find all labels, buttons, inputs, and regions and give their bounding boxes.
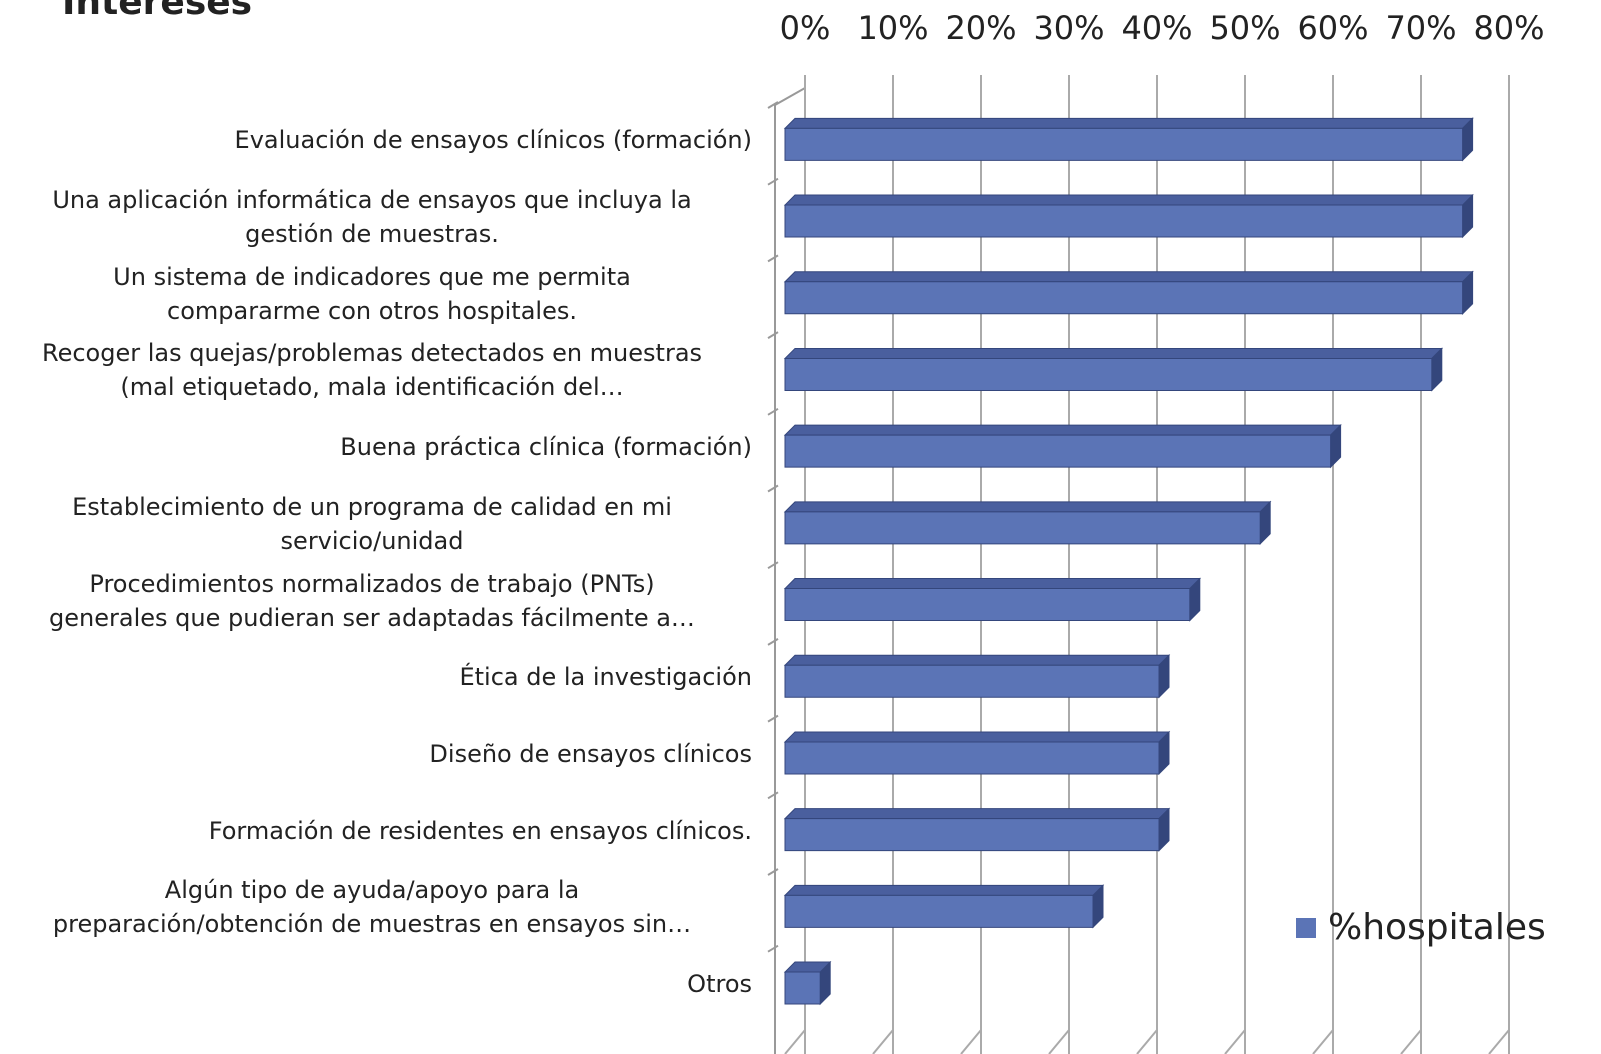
category-label: Un sistema de indicadores que me permita… — [113, 262, 631, 325]
grid-floor — [1400, 1029, 1422, 1054]
bar-top — [783, 501, 1272, 513]
grid-floor — [784, 1029, 806, 1054]
y-tick — [767, 331, 779, 339]
bar — [783, 193, 1474, 239]
bar — [783, 884, 1105, 929]
bar-top — [783, 194, 1474, 206]
y-tick — [767, 714, 779, 723]
grid-floor — [872, 1029, 894, 1054]
bar-top — [783, 117, 1474, 129]
bar — [783, 654, 1171, 699]
grid-floor — [1048, 1029, 1070, 1054]
bar-top — [783, 731, 1171, 743]
category-label: Establecimiento de un programa de calida… — [72, 492, 672, 555]
bar-front — [784, 204, 1464, 238]
category-label: Buena práctica clínica (formación) — [340, 433, 752, 462]
bar-front — [784, 281, 1464, 315]
legend-label: %hospitales — [1328, 907, 1546, 948]
bar-top — [783, 347, 1444, 359]
bar-front — [784, 664, 1160, 698]
wall-top — [774, 87, 806, 106]
bar-front — [784, 894, 1094, 928]
bar — [783, 117, 1474, 162]
y-tick — [767, 561, 779, 570]
category-label: Algún tipo de ayuda/apoyo para la prepar… — [52, 876, 692, 939]
bar — [783, 960, 832, 1006]
y-tick — [767, 101, 779, 109]
grid-floor — [960, 1029, 982, 1054]
category-label: Diseño de ensayos clínicos — [429, 739, 752, 768]
y-tick — [767, 944, 779, 953]
x-tick-label: 40% — [1121, 9, 1192, 47]
bar-front — [784, 357, 1433, 391]
category-label: Procedimientos normalizados de trabajo (… — [49, 569, 695, 632]
bar-top — [783, 654, 1171, 666]
y-tick — [767, 868, 779, 876]
bar-top — [783, 271, 1474, 283]
x-tick-label: 0% — [780, 9, 831, 47]
category-label: Una aplicación informática de ensayos qu… — [52, 186, 692, 249]
bar-front — [784, 971, 821, 1005]
bar-front — [784, 127, 1464, 161]
grid-floor — [1488, 1029, 1510, 1054]
bar-front — [784, 434, 1332, 468]
chart-title: Intereses — [62, 0, 252, 23]
bar-top — [783, 884, 1105, 896]
category-label: Otros — [687, 970, 752, 999]
x-tick-label: 80% — [1473, 9, 1544, 47]
bar — [783, 347, 1444, 392]
y-tick — [767, 177, 779, 186]
x-tick-label: 60% — [1297, 9, 1368, 47]
category-label: Formación de residentes en ensayos clíni… — [208, 816, 752, 845]
y-tick — [767, 638, 779, 646]
x-tick-label: 70% — [1385, 9, 1456, 47]
bar-front — [784, 511, 1261, 545]
bar-top — [783, 578, 1202, 590]
bar — [783, 270, 1474, 315]
y-tick — [767, 484, 779, 493]
bar — [783, 423, 1342, 469]
x-tick-label: 30% — [1033, 9, 1104, 47]
category-label: Recoger las quejas/problemas detectados … — [41, 339, 703, 402]
y-tick — [767, 407, 779, 416]
grid-floor — [1224, 1029, 1246, 1054]
bar — [783, 807, 1171, 852]
legend-swatch — [1296, 918, 1316, 938]
bar-top — [783, 424, 1342, 436]
bar-front — [784, 588, 1191, 622]
y-tick — [767, 254, 779, 263]
x-tick-label: 50% — [1209, 9, 1280, 47]
grid-floor — [1136, 1029, 1158, 1054]
bar — [783, 577, 1202, 622]
bar — [783, 730, 1171, 776]
bar-top — [783, 808, 1171, 820]
category-label: Ética de la investigación — [459, 663, 752, 692]
x-tick-label: 20% — [945, 9, 1016, 47]
bar — [783, 500, 1272, 546]
x-tick-label: 10% — [857, 9, 928, 47]
category-label: Evaluación de ensayos clínicos (formació… — [234, 126, 752, 155]
y-tick — [767, 791, 779, 800]
bar-front — [784, 818, 1160, 852]
grid-floor — [1312, 1029, 1334, 1054]
bar-front — [784, 741, 1160, 775]
